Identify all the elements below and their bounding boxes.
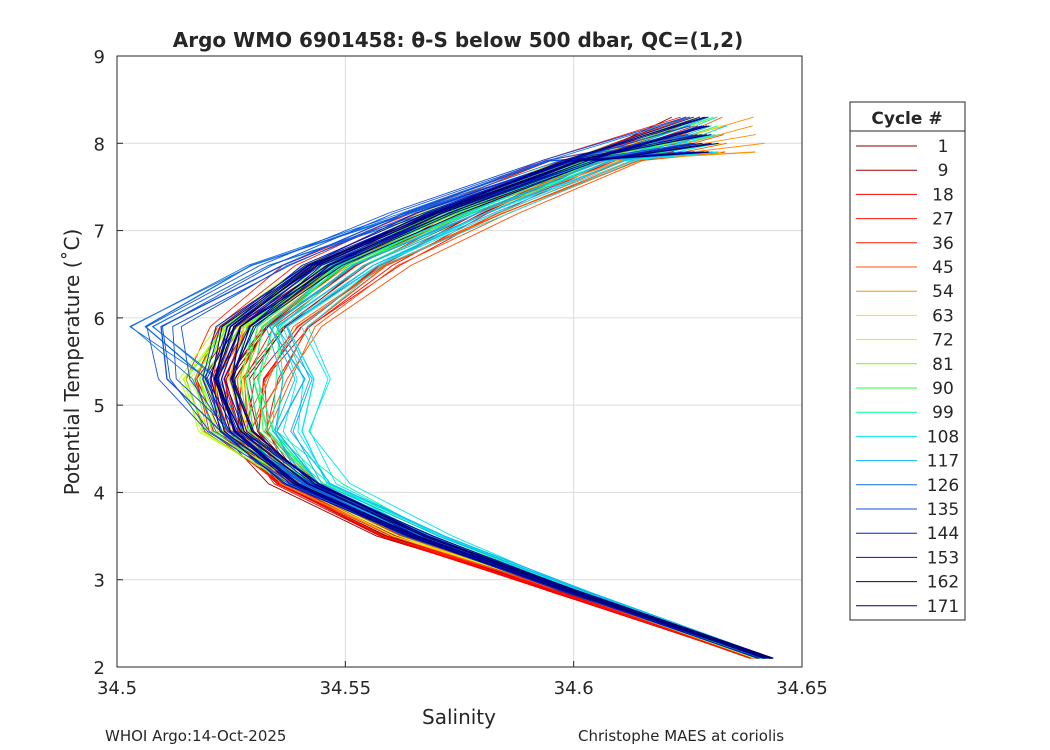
x-tick-label: 34.5	[97, 678, 137, 699]
legend-label-9: 9	[938, 161, 949, 181]
series-line-72	[178, 116, 755, 659]
legend-label-45: 45	[932, 258, 954, 278]
legend-label-81: 81	[932, 355, 954, 375]
y-tick-label: 3	[94, 571, 105, 592]
series-line-45	[264, 142, 759, 659]
x-tick-label: 34.55	[320, 678, 372, 699]
series-line-135	[172, 125, 764, 659]
series-line-162	[233, 125, 770, 659]
legend-label-171: 171	[927, 597, 959, 617]
legend-label-117: 117	[927, 452, 959, 472]
x-tick-label: 34.65	[776, 678, 828, 699]
footer-date: WHOI Argo:14-Oct-2025	[105, 727, 286, 745]
legend-label-72: 72	[932, 331, 954, 351]
y-tick-label: 6	[94, 309, 105, 330]
legend-label-63: 63	[932, 306, 954, 326]
y-tick-label: 8	[94, 134, 105, 155]
series-line-171	[213, 151, 774, 659]
legend: Cycle # 1 9 18 27 36 45 54 63 72 81 90 99 108 117 126 1…	[849, 101, 966, 621]
legend-label-162: 162	[927, 573, 959, 593]
series-line-108	[307, 142, 774, 659]
legend-label-36: 36	[932, 234, 954, 254]
plot-frame	[116, 55, 803, 668]
series-line-90	[258, 142, 759, 659]
legend-title: Cycle #	[871, 109, 942, 129]
legend-label-126: 126	[927, 476, 959, 496]
x-axis-label: Salinity	[422, 705, 496, 729]
y-tick-label: 5	[94, 396, 105, 417]
chart-title: Argo WMO 6901458: θ-S below 500 dbar, QC…	[173, 28, 743, 52]
y-axis-label: Potential Temperature (˚C)	[60, 229, 84, 496]
series-line-117	[275, 125, 763, 659]
series-line-144	[231, 142, 768, 659]
legend-label-99: 99	[932, 403, 954, 423]
legend-label-90: 90	[932, 379, 954, 399]
series-line-144	[202, 116, 767, 659]
legend-label-135: 135	[927, 500, 959, 520]
y-tick-label: 2	[94, 658, 105, 679]
footer-credit: Christophe MAES at coriolis	[578, 727, 784, 745]
x-tick-label: 34.6	[554, 678, 594, 699]
series-line-54	[243, 142, 767, 659]
series-line-171	[210, 116, 772, 659]
legend-label-54: 54	[932, 282, 954, 302]
series-line-18	[266, 142, 768, 659]
legend-label-18: 18	[932, 185, 954, 205]
legend-label-1: 1	[938, 137, 949, 157]
series-line-162	[230, 142, 773, 659]
series-line-108	[300, 125, 773, 659]
series-line-171	[231, 142, 771, 659]
y-tick-label: 4	[94, 483, 105, 504]
legend-label-27: 27	[932, 210, 954, 230]
y-tick-label: 9	[94, 47, 105, 68]
legend-label-144: 144	[927, 524, 959, 544]
series-line-117	[285, 142, 773, 659]
y-tick-label: 7	[94, 222, 105, 243]
legend-label-108: 108	[927, 427, 959, 447]
legend-label-153: 153	[927, 548, 959, 568]
series-line-153	[229, 142, 774, 659]
series-line-171	[214, 134, 764, 659]
